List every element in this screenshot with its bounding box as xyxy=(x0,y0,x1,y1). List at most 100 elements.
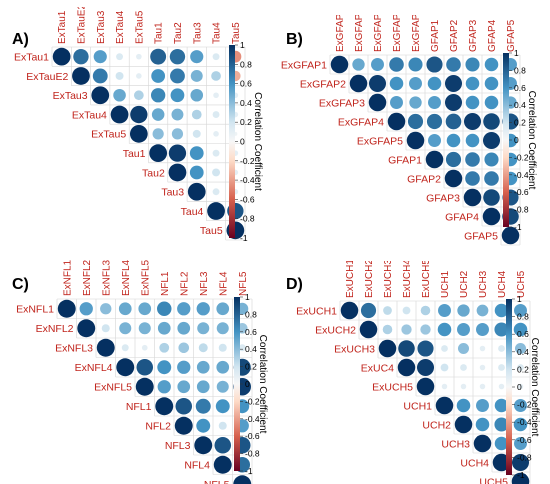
panel-label: D) xyxy=(286,276,303,293)
correlation-circle xyxy=(406,131,425,150)
correlation-circle xyxy=(189,146,204,161)
correlation-panel-3: C) ExNFL1 ExNFL2 ExNFL3 ExNFL4 ExNFL5 NFL1 NFL2… xyxy=(12,259,268,484)
correlation-circle xyxy=(168,163,187,182)
colorbar-tick-label: 0.6 xyxy=(517,329,529,339)
correlation-circle xyxy=(178,342,190,354)
colorbar-tick-label: -0.4 xyxy=(240,175,255,185)
correlation-circle xyxy=(444,93,463,112)
correlation-circle xyxy=(216,360,230,374)
correlation-circle xyxy=(213,455,232,474)
correlation-circle xyxy=(465,95,480,110)
row-label: ExTau1 xyxy=(14,51,49,63)
correlation-circle xyxy=(463,188,482,207)
colorbar-tick-label: 1 xyxy=(517,294,522,304)
correlation-circle xyxy=(196,302,210,316)
correlation-circle xyxy=(72,67,90,85)
row-label: NFL3 xyxy=(165,440,191,452)
correlation-circle xyxy=(476,304,489,317)
correlation-circle xyxy=(211,71,221,81)
correlation-circle xyxy=(514,437,527,450)
correlation-circle xyxy=(215,399,230,414)
correlation-circle xyxy=(113,88,126,102)
colorbar-tick-label: 0.2 xyxy=(245,362,257,372)
colorbar-tick-label: -0.2 xyxy=(517,400,532,410)
row-label: NFL1 xyxy=(126,401,152,413)
correlation-circle xyxy=(398,340,415,357)
column-label: ExGFAP5 xyxy=(411,8,422,52)
correlation-circle xyxy=(387,112,406,131)
row-label: ExNFL2 xyxy=(36,323,74,335)
column-label: UCH4 xyxy=(497,270,508,298)
correlation-circle xyxy=(157,321,171,335)
correlation-circle xyxy=(401,324,412,335)
column-label: NFL1 xyxy=(160,271,171,296)
colorbar xyxy=(234,297,240,471)
correlation-circle xyxy=(129,124,148,143)
row-label: Tau1 xyxy=(123,148,146,160)
column-label: ExTau5 xyxy=(134,10,145,44)
colorbar-title: Correlation Coefficient xyxy=(252,92,263,191)
correlation-circle xyxy=(454,415,473,434)
correlation-circle xyxy=(457,304,470,317)
column-label: UCH3 xyxy=(478,270,489,298)
row-label: ExGFAP2 xyxy=(300,78,346,90)
correlation-circle xyxy=(330,55,349,74)
row-label: ExGFAP1 xyxy=(281,59,327,71)
correlation-circle xyxy=(218,421,227,430)
correlation-circle xyxy=(463,112,482,131)
correlation-circle xyxy=(116,358,135,377)
correlation-circle xyxy=(212,188,220,196)
column-labels: ExUCH1 ExUCH2 ExUCH3 ExUCH4 ExUCH5 UCH1 UCH2 UC… xyxy=(345,261,527,298)
correlation-circle xyxy=(119,322,132,335)
correlation-circle xyxy=(483,113,500,130)
row-label: ExNFL1 xyxy=(16,304,54,316)
correlation-circle xyxy=(79,302,93,316)
colorbar-tick-label: 0 xyxy=(517,382,522,392)
correlation-circle xyxy=(207,202,225,220)
correlation-circle xyxy=(168,144,187,162)
correlation-circle xyxy=(383,306,392,315)
correlation-circle xyxy=(482,131,501,150)
correlation-circle xyxy=(476,399,489,412)
correlation-circle xyxy=(427,76,442,91)
correlation-circle xyxy=(420,305,431,316)
row-label: NFL4 xyxy=(184,460,210,472)
correlation-circle xyxy=(444,169,463,188)
colorbar-tick-label: -0.8 xyxy=(517,452,532,462)
colorbar-tick-label: -0.2 xyxy=(514,152,529,162)
colorbar-tick-label: -0.2 xyxy=(240,156,255,166)
colorbar-tick-label: -0.6 xyxy=(240,194,255,204)
correlation-circle xyxy=(212,168,221,177)
column-label: ExGFAP2 xyxy=(354,8,365,52)
correlation-circle xyxy=(445,151,462,168)
correlation-circle xyxy=(498,383,505,390)
correlation-circle xyxy=(157,301,172,316)
correlation-circle xyxy=(494,417,509,432)
row-label: NFL5 xyxy=(204,479,230,484)
correlation-circle xyxy=(130,105,148,124)
correlation-circle xyxy=(190,50,204,64)
correlation-circle xyxy=(513,417,528,432)
correlation-circle xyxy=(149,144,168,163)
colorbar-tick-label: 0.8 xyxy=(514,65,526,75)
correlation-circle xyxy=(476,323,489,336)
column-label: Tau5 xyxy=(231,22,242,44)
column-labels: ExGFAP1 ExGFAP2 ExGFAP3 ExGFAP4 ExGFAP5 GFAP1… xyxy=(335,8,517,52)
column-label: ExGFAP4 xyxy=(392,8,403,52)
colorbar-tick-label: 0.4 xyxy=(514,100,526,110)
column-labels: ExTau1 ExTauE2 ExTau3 ExTau4 ExTau5 Tau1 Tau2 T… xyxy=(57,7,242,44)
correlation-circle xyxy=(446,57,461,72)
correlation-circle xyxy=(151,108,165,121)
correlation-circle xyxy=(378,339,397,358)
correlation-circle xyxy=(190,69,203,82)
panel-label: B) xyxy=(286,31,303,48)
correlation-circle xyxy=(198,343,208,353)
colorbar-tick-label: 0.4 xyxy=(240,98,252,108)
correlation-panel-2: B) ExGFAP1 ExGFAP2 ExGFAP3 ExGFAP4 ExGFAP5 GFA… xyxy=(281,8,537,246)
colorbar-tick-label: -0.4 xyxy=(517,417,532,427)
correlation-circle xyxy=(150,48,167,65)
colorbar-tick-label: -0.4 xyxy=(245,414,260,424)
row-label: ExUCH3 xyxy=(334,343,375,355)
column-label: Tau4 xyxy=(212,22,223,44)
